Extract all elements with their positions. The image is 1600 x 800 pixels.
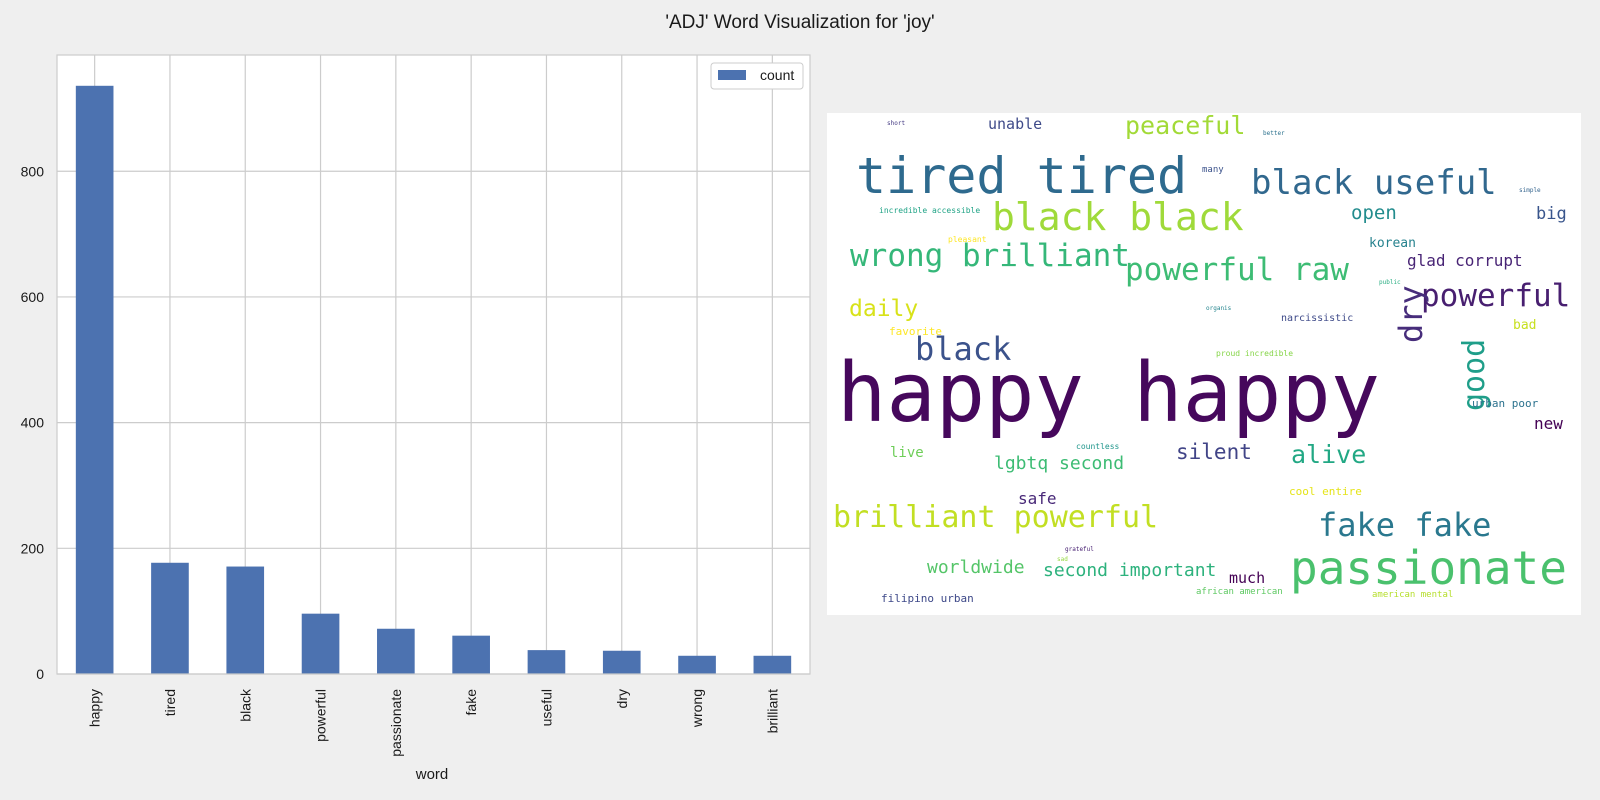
cloud-word: silent bbox=[1176, 440, 1252, 464]
cloud-word: second important bbox=[1043, 560, 1217, 581]
cloud-word: happy happy bbox=[837, 346, 1381, 441]
cloud-word: short bbox=[887, 120, 906, 127]
bar-chart: 0 200 400 600 800 happy tired black powerful pas… bbox=[21, 54, 811, 783]
x-tick-label: wrong bbox=[689, 689, 705, 728]
x-tick-label: brilliant bbox=[764, 689, 780, 733]
cloud-word: black useful bbox=[1251, 163, 1497, 203]
x-axis-label: word bbox=[415, 766, 449, 783]
cloud-word: passionate bbox=[1290, 541, 1567, 595]
cloud-word: brilliant powerful bbox=[833, 500, 1159, 535]
bar-passionate bbox=[377, 628, 415, 674]
cloud-word: grateful bbox=[1065, 546, 1094, 553]
cloud-word: glad corrupt bbox=[1407, 251, 1523, 270]
cloud-word: tired tired bbox=[856, 147, 1188, 205]
cloud-word: daily bbox=[849, 296, 919, 322]
cloud-word: much bbox=[1229, 569, 1266, 587]
cloud-word: unable bbox=[988, 115, 1043, 133]
cloud-word: dry bbox=[1392, 285, 1430, 343]
cloud-word: powerful bbox=[1421, 278, 1571, 314]
cloud-word: big bbox=[1536, 204, 1567, 224]
y-tick-label: 200 bbox=[21, 540, 45, 556]
cloud-word: incredible accessible bbox=[879, 206, 981, 215]
bars bbox=[75, 85, 792, 674]
cloud-word: simple bbox=[1519, 187, 1541, 194]
cloud-word: narcissistic bbox=[1281, 313, 1354, 324]
x-tick-label: passionate bbox=[388, 689, 404, 757]
cloud-word: new bbox=[1534, 414, 1563, 433]
cloud-word: pleasant bbox=[948, 235, 987, 244]
bar-wrong bbox=[678, 655, 716, 674]
cloud-word: powerful raw bbox=[1125, 252, 1349, 288]
cloud-word: african american bbox=[1196, 587, 1283, 597]
y-tick-label: 600 bbox=[21, 289, 45, 305]
bar-happy bbox=[75, 85, 114, 674]
bar-fake bbox=[452, 635, 490, 674]
cloud-word: black black bbox=[992, 195, 1244, 239]
bar-powerful bbox=[301, 613, 340, 674]
cloud-word: proud incredible bbox=[1216, 349, 1294, 358]
cloud-word: sad bbox=[1057, 556, 1068, 563]
cloud-word: cool entire bbox=[1289, 485, 1362, 498]
y-tick-label: 800 bbox=[21, 163, 45, 179]
x-tick-labels: happy tired black powerful passionate fake use… bbox=[87, 688, 781, 757]
x-tick-label: fake bbox=[463, 689, 479, 716]
cloud-word: bad bbox=[1513, 318, 1537, 333]
plot-frame bbox=[56, 54, 811, 675]
x-tick-label: useful bbox=[538, 689, 554, 726]
bar-dry bbox=[602, 650, 641, 674]
x-tick-label: happy bbox=[87, 689, 103, 727]
cloud-word: live bbox=[890, 445, 924, 461]
bar-brilliant bbox=[753, 655, 792, 674]
figure-title: 'ADJ' Word Visualization for 'joy' bbox=[665, 12, 935, 33]
x-tick-label: black bbox=[237, 688, 253, 722]
cloud-word: open bbox=[1351, 202, 1397, 224]
bar-black bbox=[226, 566, 265, 674]
cloud-word: organis bbox=[1206, 305, 1232, 312]
x-tick-label: dry bbox=[614, 689, 630, 708]
bar-useful bbox=[527, 650, 566, 674]
cloud-word: american mental bbox=[1372, 590, 1454, 600]
cloud-word: fake fake bbox=[1318, 506, 1492, 544]
cloud-word: lgbtq second bbox=[994, 453, 1125, 474]
cloud-word: wrong brilliant bbox=[850, 238, 1130, 274]
bar-tired bbox=[151, 562, 189, 674]
word-cloud: happy happy passionate tired tired black bl… bbox=[827, 113, 1581, 615]
cloud-word: better bbox=[1263, 130, 1285, 137]
cloud-word: urban poor bbox=[1472, 397, 1539, 410]
cloud-word: favorite bbox=[889, 325, 942, 338]
cloud-word: filipino urban bbox=[881, 592, 974, 605]
legend-swatch bbox=[718, 70, 746, 80]
x-tick-label: powerful bbox=[313, 689, 329, 742]
cloud-word: worldwide bbox=[927, 557, 1025, 578]
cloud-word: korean bbox=[1369, 236, 1416, 251]
cloud-word: peaceful bbox=[1125, 113, 1246, 140]
cloud-word: black bbox=[915, 330, 1012, 368]
cloud-word: many bbox=[1202, 165, 1224, 175]
cloud-word: alive bbox=[1291, 440, 1367, 469]
cloud-word: public bbox=[1379, 279, 1401, 286]
legend: count bbox=[710, 62, 804, 90]
cloud-word: countless bbox=[1076, 442, 1120, 451]
legend-box bbox=[710, 62, 804, 90]
y-tick-labels: 0 200 400 600 800 bbox=[21, 163, 45, 682]
cloud-word: safe bbox=[1018, 489, 1057, 508]
y-tick-label: 400 bbox=[21, 415, 45, 431]
x-tick-label: tired bbox=[162, 689, 178, 716]
y-tick-label: 0 bbox=[36, 666, 44, 682]
legend-label: count bbox=[760, 67, 794, 83]
